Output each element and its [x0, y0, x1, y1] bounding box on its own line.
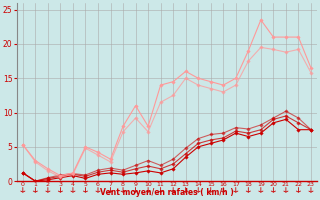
- X-axis label: Vent moyen/en rafales ( km/h ): Vent moyen/en rafales ( km/h ): [100, 188, 234, 197]
